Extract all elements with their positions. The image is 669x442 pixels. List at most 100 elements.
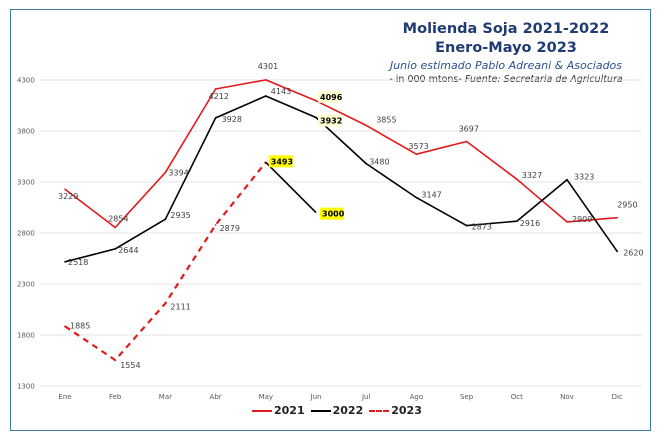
x-tick-label: Feb: [109, 393, 122, 401]
data-point-2021: [566, 221, 568, 223]
data-point-2021: [516, 178, 518, 181]
data-point-2022: [566, 178, 568, 181]
data-label-2021: 3229: [58, 192, 78, 201]
data-label-2021: 3697: [459, 125, 479, 134]
data-point-2022: [415, 196, 418, 199]
legend-label-2022: 2022: [332, 404, 364, 417]
legend-item-2021: 2021: [252, 404, 305, 417]
data-point-2021: [265, 79, 267, 81]
data-label-2022: 3932: [320, 117, 342, 126]
y-tick-label: 3800: [17, 128, 35, 136]
legend-swatch-2022: [310, 409, 331, 412]
data-label-2022: 3928: [222, 115, 242, 124]
data-point-2021: [365, 124, 368, 127]
legend-label-2023: 2023: [391, 404, 422, 417]
data-label-2023: 1554: [120, 361, 140, 370]
data-label-2021: 2950: [617, 201, 637, 210]
y-tick-label: 2300: [17, 281, 35, 289]
y-tick-label: 4300: [17, 77, 35, 85]
series-line-2022: [64, 95, 618, 263]
x-tick-label: Jul: [361, 393, 371, 401]
data-point-2022: [365, 162, 368, 165]
data-labels: 3229 2854 3394 4212 4301 4096 3855 3573 3697 3327…: [58, 62, 644, 370]
data-label-2022: 2916: [520, 219, 540, 228]
x-tick-label: Ago: [410, 393, 424, 401]
data-point-2021: [64, 188, 66, 191]
y-tick-label: 1300: [17, 383, 35, 391]
data-label-2021: 3855: [376, 115, 396, 124]
data-point-2021: [465, 140, 468, 143]
data-point-2022: [64, 260, 66, 263]
x-tick-label: Oct: [511, 393, 523, 401]
series-lines: [64, 79, 618, 362]
data-point-2021: [214, 88, 217, 90]
data-label-2021: 2854: [108, 214, 128, 223]
x-tick-label: Sep: [460, 393, 474, 401]
data-point-2022: [516, 220, 518, 222]
projection-label-highlight: [320, 207, 344, 220]
data-point-2023: [64, 325, 66, 328]
data-label-2021: 2909: [572, 215, 592, 224]
x-axis-ticks: Ene Feb Mar Abr May Jun Jul Ago Sep Oct Nov Dic: [58, 393, 623, 401]
data-label-2022: 2620: [623, 248, 643, 257]
legend-item-2023: 2023: [369, 404, 422, 417]
data-label-2021: 4301: [258, 62, 278, 71]
data-point-2022: [214, 117, 217, 119]
x-tick-label: Nov: [560, 393, 574, 401]
x-tick-label: Abr: [210, 393, 222, 401]
legend-swatch-2023: [369, 409, 390, 412]
projection-label: 3000: [322, 210, 345, 219]
data-label-2022: 3147: [421, 191, 441, 200]
data-label-2023-highlight: [268, 155, 293, 168]
data-point-2022: [164, 218, 167, 221]
data-label-2021: 3394: [168, 168, 188, 177]
data-label-2021: 3573: [408, 142, 428, 151]
data-point-2021: [315, 100, 317, 102]
chart-title-line2: Enero-Mayo 2023: [435, 40, 577, 56]
legend: 2021 2022 2023: [252, 404, 422, 417]
y-tick-label: 2800: [17, 230, 35, 238]
x-tick-label: Mar: [159, 393, 172, 401]
data-label-2021-highlight: [318, 90, 342, 103]
legend-label-2021: 2021: [274, 404, 305, 417]
data-label-2022: 3480: [369, 158, 389, 167]
data-label-2022: 3323: [574, 173, 594, 182]
legend-item-2022: 2022: [310, 404, 364, 417]
x-tick-label: Dic: [612, 393, 623, 401]
data-label-2022: 2873: [472, 223, 492, 232]
data-label-2021: 4096: [320, 93, 343, 102]
data-label-2021: 4212: [209, 92, 229, 101]
data-label-2021: 3327: [522, 171, 542, 180]
data-label-2023: 2111: [170, 302, 190, 311]
y-tick-label: 1800: [17, 332, 35, 340]
data-point-2021: [164, 171, 167, 174]
data-label-2023: 2879: [220, 224, 240, 233]
y-tick-label: 3300: [17, 179, 35, 187]
data-label-2023: 3493: [271, 157, 293, 166]
projection-line: [265, 161, 317, 214]
series-line-2023: [64, 161, 267, 362]
data-label-2022-highlight: [318, 114, 342, 127]
data-point-2023: [114, 359, 116, 361]
x-tick-label: Ene: [58, 393, 71, 401]
data-point-2022: [465, 224, 468, 227]
data-label-2022: 2518: [68, 258, 88, 267]
data-point-2023: [214, 224, 217, 226]
chart-title: Molienda Soja 2021-2022: [402, 21, 610, 37]
gridlines: [40, 79, 642, 387]
data-point-2022: [616, 250, 618, 253]
y-axis-ticks: 4300 3800 3300 2800 2300 1800 1300: [17, 77, 35, 391]
data-label-2022: 2935: [170, 211, 190, 220]
data-point-2022: [114, 248, 116, 250]
data-label-2022: 2644: [118, 246, 138, 255]
series-line-2021: [64, 79, 618, 229]
data-point-2022: [315, 116, 317, 119]
data-label-2022: 4143: [271, 87, 291, 96]
data-point-2022: [265, 95, 267, 97]
data-label-2023: 1885: [70, 321, 90, 330]
data-point-2021: [114, 226, 116, 229]
x-tick-label: May: [259, 393, 273, 401]
data-point-2023: [164, 302, 167, 305]
data-point-2021: [616, 216, 618, 219]
